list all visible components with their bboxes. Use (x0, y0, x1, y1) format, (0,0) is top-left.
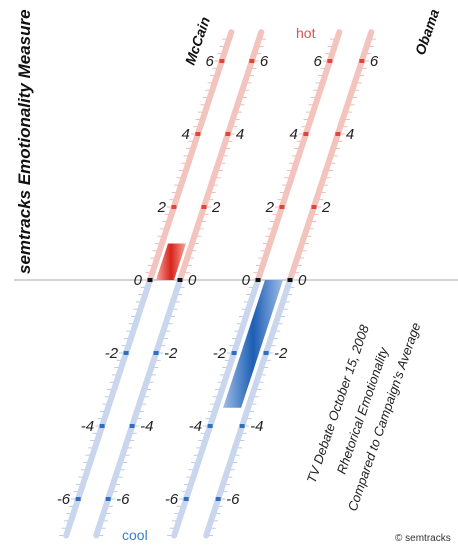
obama-left-tick-label: 2 (265, 199, 275, 216)
mccain-right-tick-mark (105, 497, 111, 501)
copyright: © semtracks (395, 533, 451, 544)
mccain-right-tick-mark (249, 59, 255, 63)
obama-left-tick-label: 0 (242, 272, 251, 289)
mccain-left-tick-label: -2 (105, 345, 119, 362)
mccain-left-tick-label: 2 (157, 199, 167, 216)
mccain-left-cool-track (63, 277, 153, 539)
mccain-bar (156, 243, 186, 280)
hot-label: hot (296, 25, 316, 41)
mccain-right-tick-mark (201, 205, 207, 209)
obama-left-tick-label: 4 (290, 126, 298, 143)
obama-right-tick-mark (287, 278, 293, 282)
mccain-right-tick-mark (129, 424, 135, 428)
mccain-left-tick-mark (99, 424, 105, 428)
obama-right-tick-label: 0 (298, 272, 307, 289)
mccain-left-tick-mark (219, 59, 225, 63)
mccain-right-tick-mark (153, 351, 159, 355)
chart-title: semtracks Emotionality Measure (15, 9, 34, 274)
obama-left-tick-label: -6 (165, 491, 179, 508)
obama-left-tick-mark (279, 205, 285, 209)
mccain-left-tick-mark (147, 278, 153, 282)
mccain-left-tick-label: -4 (81, 418, 94, 435)
mccain-right-tick-label: 6 (260, 53, 269, 70)
mccain-right-tick-label: 0 (188, 272, 197, 289)
mccain-left-tick-mark (195, 132, 201, 136)
obama-right-tick-mark (359, 59, 365, 63)
obama-left-cool-track (171, 277, 261, 539)
obama-right-tick-mark (215, 497, 221, 501)
obama-left-tick-label: -4 (189, 418, 202, 435)
mccain-left-tick-label: -6 (57, 491, 71, 508)
mccain-left-tick-label: 6 (205, 53, 214, 70)
obama-right-hot-track (287, 29, 375, 283)
obama-left-tick-mark (207, 424, 213, 428)
obama-left-hot-track (255, 29, 343, 283)
obama-left-tick-label: -2 (213, 345, 227, 362)
obama-right-tick-mark (311, 205, 317, 209)
obama-right-cool-track (203, 277, 293, 539)
obama-right-tick-label: -4 (250, 418, 263, 435)
obama-left-tick-mark (303, 132, 309, 136)
obama-right-tick-label: 4 (346, 126, 354, 143)
mccain-right-cool-track (93, 277, 183, 539)
obama-left-tick-mark (255, 278, 261, 282)
mccain-right-hot-track (177, 29, 265, 283)
cool-label: cool (122, 527, 148, 543)
obama-right-tick-mark (335, 132, 341, 136)
mccain-right-tick-label: 2 (211, 199, 221, 216)
obama-bar (223, 280, 283, 408)
mccain-right-tick-label: 4 (236, 126, 244, 143)
mccain-left-hot-track (147, 29, 235, 283)
obama-right-tick-label: -6 (226, 491, 240, 508)
obama-left-tick-mark (183, 497, 189, 501)
mccain-right-tick-mark (177, 278, 183, 282)
mccain-left-tick-label: 0 (134, 272, 143, 289)
mccain-right-tick-label: -2 (164, 345, 178, 362)
mccain-right-tick-label: -4 (140, 418, 153, 435)
mccain-left-tick-label: 4 (182, 126, 190, 143)
obama-right-tick-mark (263, 351, 269, 355)
obama-left-tick-mark (327, 59, 333, 63)
mccain-right-tick-mark (225, 132, 231, 136)
obama-left-tick-label: 6 (313, 53, 322, 70)
obama-right-tick-label: 6 (370, 53, 379, 70)
obama-right-tick-mark (239, 424, 245, 428)
mccain-left-tick-mark (171, 205, 177, 209)
obama-left-tick-mark (231, 351, 237, 355)
mccain-right-tick-label: -6 (116, 491, 130, 508)
series-label-obama: Obama (412, 7, 443, 57)
mccain-left-tick-mark (123, 351, 129, 355)
mccain-left-tick-mark (75, 497, 81, 501)
obama-right-tick-label: -2 (274, 345, 288, 362)
obama-right-tick-label: 2 (321, 199, 331, 216)
